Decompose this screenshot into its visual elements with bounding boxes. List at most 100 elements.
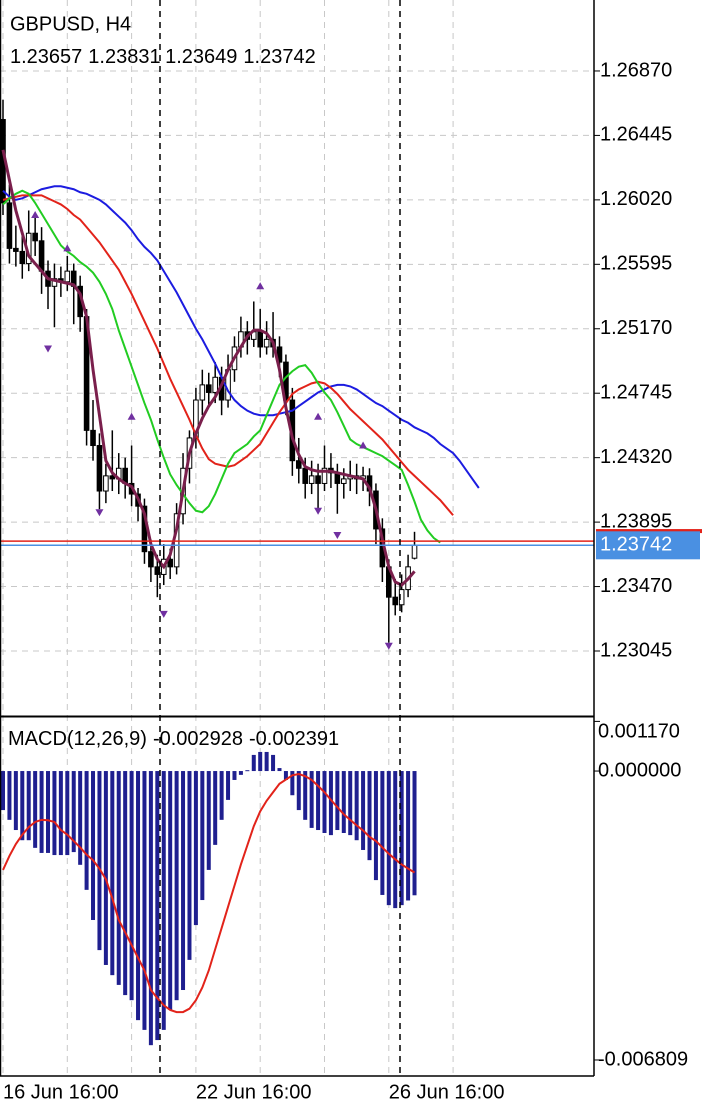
- ma-line: [1, 149, 416, 587]
- ohlc-values: 1.23657 1.23831 1.23649 1.23742: [10, 46, 316, 68]
- x-tick-label: 16 Jun 16:00: [3, 1081, 119, 1103]
- macd-bar: [328, 771, 333, 836]
- candle-body: [167, 558, 173, 568]
- candle-body: [308, 475, 315, 484]
- fractal-up: [127, 412, 136, 420]
- x-tick-label: 26 Jun 16:00: [389, 1081, 505, 1103]
- bid-price-label: 1.23742: [600, 534, 672, 556]
- macd-bar: [303, 771, 308, 820]
- candle-body: [103, 475, 109, 492]
- candle-body: [340, 478, 347, 484]
- fractal-up: [31, 211, 40, 219]
- macd-bar: [399, 771, 404, 906]
- macd-bar: [39, 771, 44, 853]
- macd-bar: [367, 771, 372, 861]
- bid-price-box: [596, 531, 700, 560]
- chart-title: GBPUSD, H4: [10, 13, 131, 35]
- ma-line: [2, 189, 441, 544]
- ask-marker: [596, 529, 702, 534]
- macd-bar: [271, 754, 276, 772]
- candle-body: [302, 467, 309, 484]
- macd-bar: [361, 771, 366, 850]
- candle-body: [392, 596, 399, 606]
- macd-bar: [84, 771, 89, 890]
- macd-value: -0.002928: [153, 728, 243, 750]
- fractal-up: [314, 412, 323, 420]
- candle-body: [212, 376, 218, 393]
- plot: [0, 0, 594, 1076]
- candle-body: [257, 331, 263, 348]
- macd-bar: [33, 771, 38, 848]
- open-value: 1.23657: [10, 46, 82, 68]
- macd-bar: [65, 771, 70, 856]
- macd-bar: [200, 771, 205, 901]
- macd-bar: [148, 771, 153, 1046]
- macd-bar: [412, 771, 417, 896]
- axes: 1.26870 1.26445 1.26020 1.25595 1.25170 1.247…: [3, 59, 702, 1103]
- macd-bar: [258, 751, 263, 772]
- low-value: 1.23649: [165, 46, 237, 68]
- macd-bar: [181, 771, 186, 991]
- candle-body: [263, 338, 270, 348]
- macd-bar: [348, 771, 353, 836]
- macd-label: MACD(12,26,9) -0.002928 -0.002391: [8, 728, 339, 750]
- macd-bar: [26, 771, 31, 841]
- y-tick-label: 1.23470: [600, 575, 672, 597]
- macd-bar: [206, 771, 211, 870]
- fractal-down: [333, 531, 342, 539]
- macd-bar: [116, 771, 121, 985]
- candle-body: [13, 247, 19, 252]
- macd-bar: [155, 771, 160, 1041]
- candle-body: [38, 240, 45, 272]
- macd-bar: [296, 771, 301, 811]
- high-value: 1.23831: [88, 46, 160, 68]
- macd-bar: [123, 771, 128, 996]
- y-tick-label: 1.25595: [600, 253, 672, 275]
- macd-bar: [52, 771, 57, 856]
- macd-bar: [91, 771, 96, 920]
- macd-bar: [277, 768, 282, 772]
- macd-bar: [386, 771, 391, 906]
- candle-body: [19, 250, 26, 265]
- macd-bar: [251, 754, 256, 772]
- candle-body: [295, 460, 302, 469]
- macd-bar: [283, 771, 288, 780]
- macd-bar: [20, 771, 25, 841]
- candle-body: [199, 384, 206, 401]
- candle-body: [321, 467, 328, 484]
- fractal-up: [256, 282, 265, 290]
- fractal-down: [159, 610, 168, 618]
- macd-bar: [309, 771, 314, 828]
- x-tick-label: 22 Jun 16:00: [196, 1081, 312, 1103]
- y-tick-label: 1.24745: [600, 381, 672, 403]
- candle-body: [96, 445, 103, 492]
- fractal-down: [314, 507, 323, 515]
- y-tick-label: 0.000000: [598, 759, 681, 781]
- macd-bar: [193, 771, 198, 926]
- macd-bar: [46, 771, 51, 853]
- macd-bar: [341, 771, 346, 833]
- macd-bar: [142, 771, 147, 1030]
- candle-body: [315, 475, 321, 484]
- candle-body: [109, 475, 116, 480]
- y-tick-label: 1.24320: [600, 446, 672, 468]
- macd-bar: [174, 771, 179, 1001]
- macd-bar: [161, 771, 166, 1030]
- macd-bar: [213, 771, 218, 845]
- signal-value: -0.002391: [249, 728, 339, 750]
- fractal-up: [63, 244, 72, 252]
- candle-body: [32, 232, 38, 242]
- fractal-up: [359, 441, 368, 449]
- macd-bar: [97, 771, 102, 951]
- y-tick-label: 1.25170: [600, 317, 672, 339]
- macd-bar: [322, 771, 327, 833]
- y-tick-label: 1.26870: [600, 59, 672, 81]
- macd-bar: [264, 751, 269, 772]
- macd-bar: [316, 771, 321, 831]
- macd-bar: [103, 771, 108, 965]
- signal-line: [2, 772, 416, 1014]
- candle-body: [6, 202, 13, 249]
- macd-bar: [226, 771, 231, 800]
- macd-bar: [58, 771, 63, 856]
